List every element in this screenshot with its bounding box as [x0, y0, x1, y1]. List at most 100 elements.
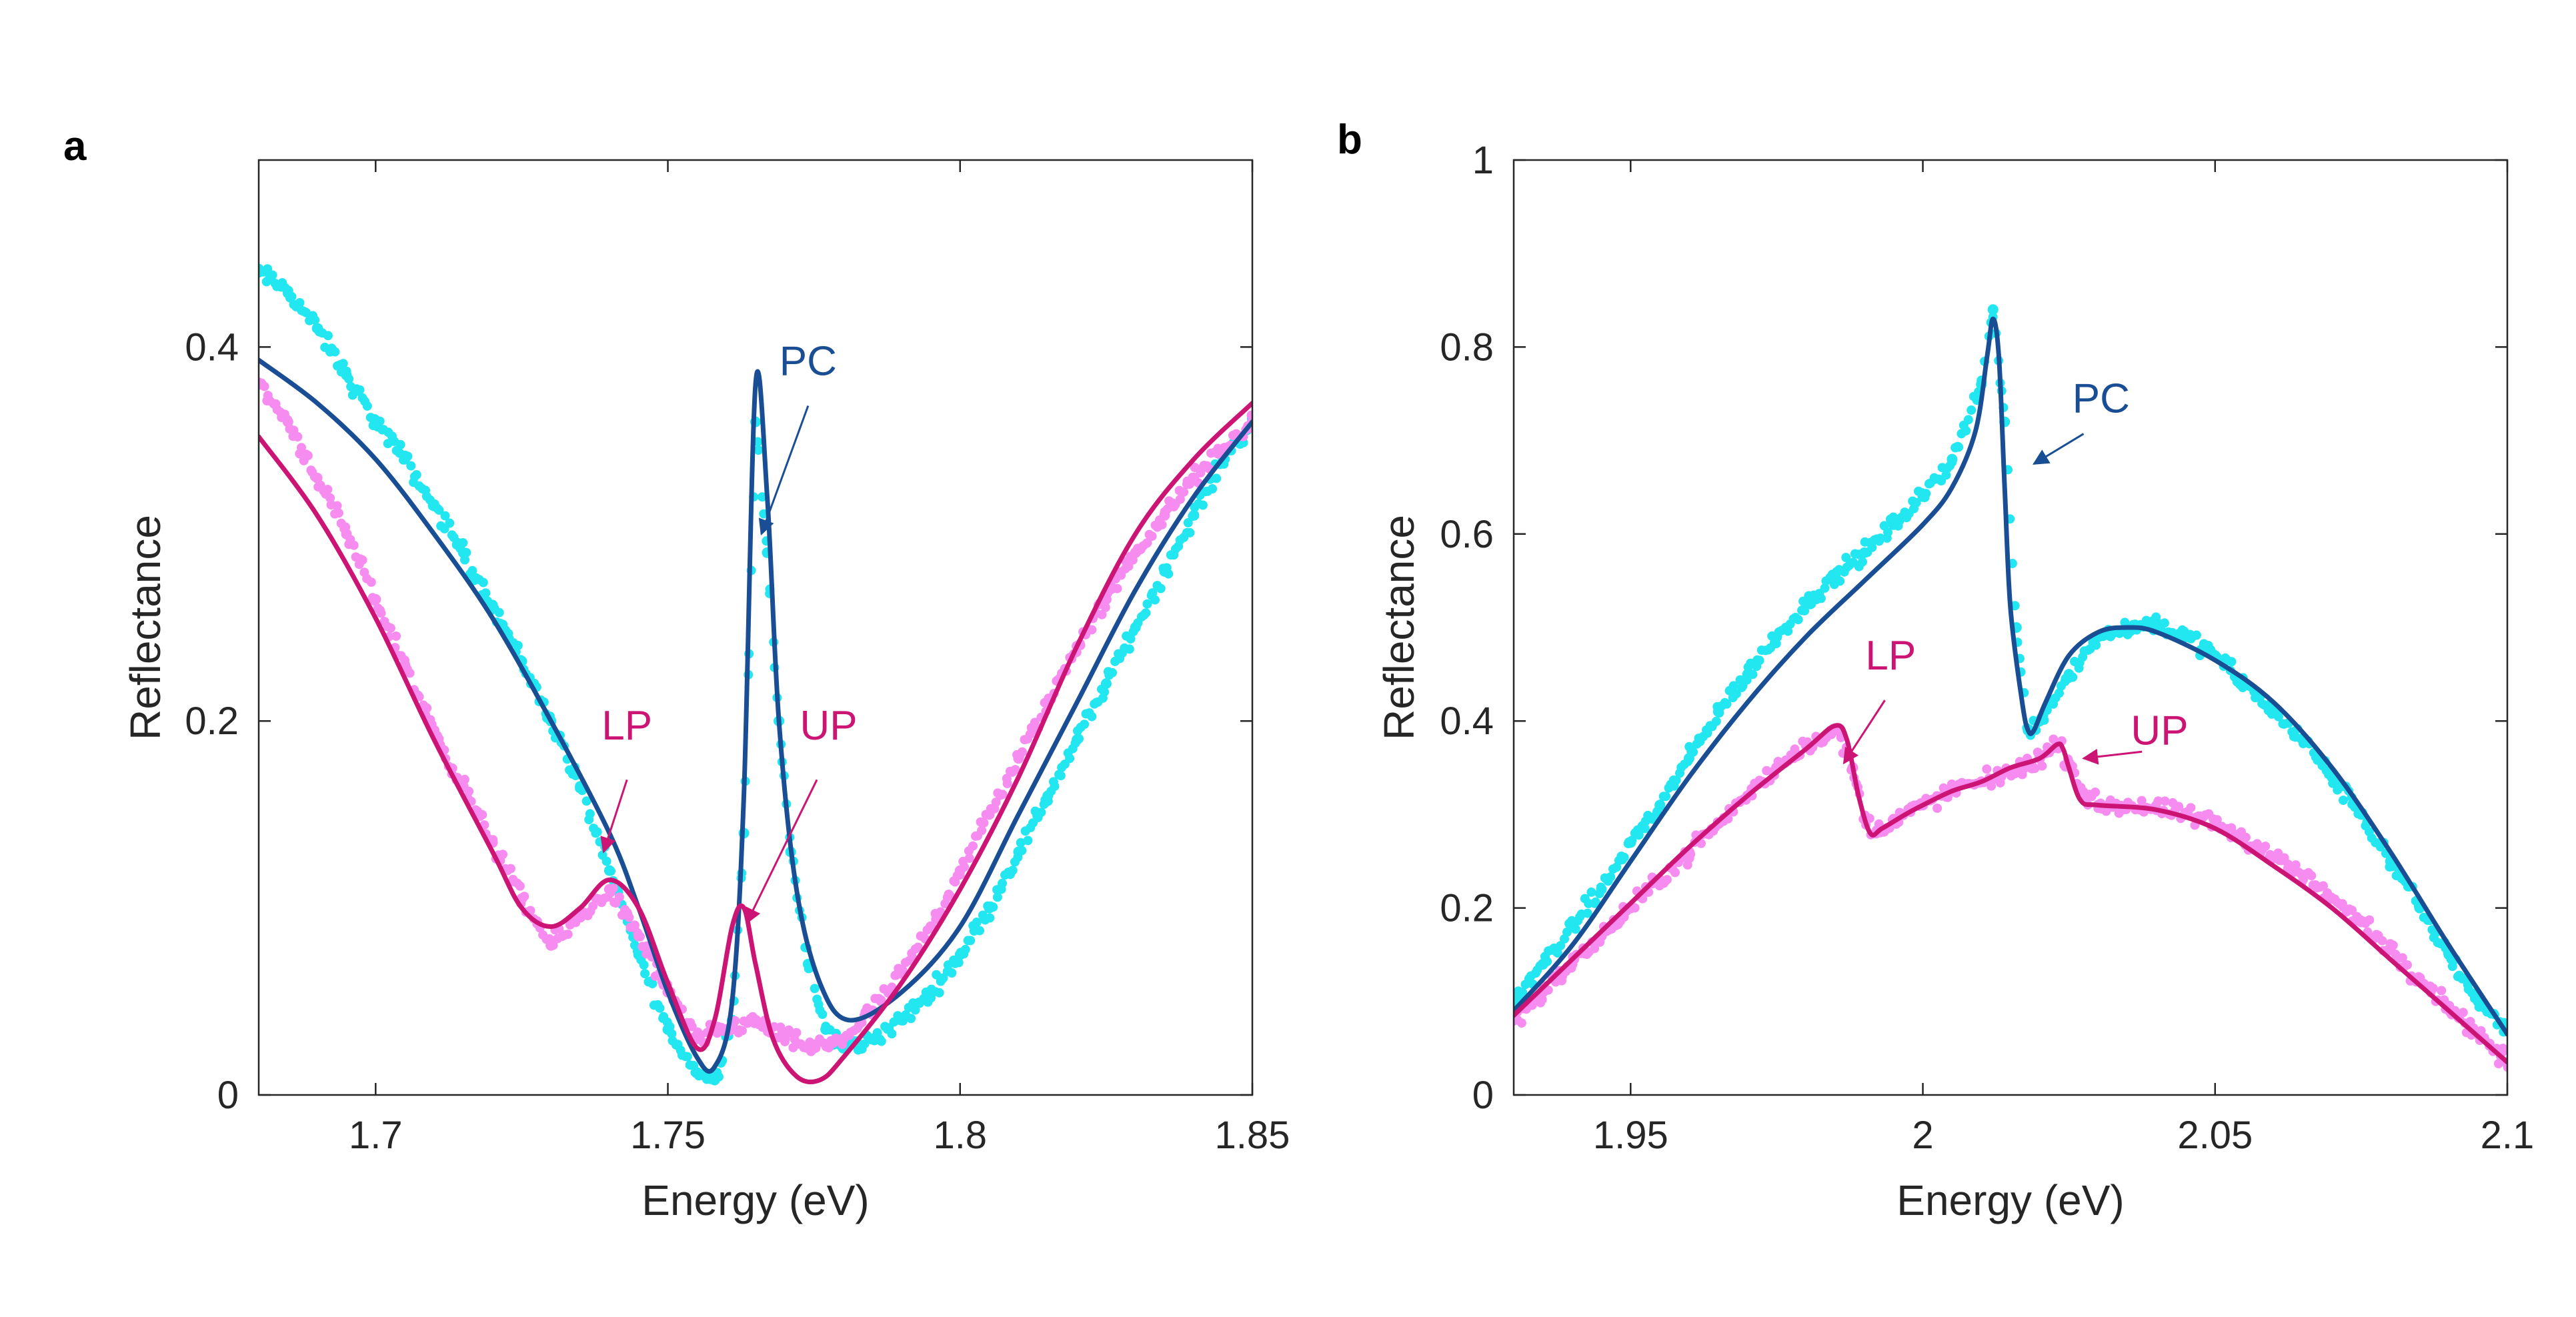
data-point — [1722, 699, 1732, 709]
y-tick-label: 0 — [1472, 1074, 1494, 1117]
data-point — [1141, 608, 1151, 618]
data-point — [1065, 754, 1075, 764]
data-point — [925, 921, 936, 932]
data-point — [297, 443, 306, 453]
data-point — [457, 547, 469, 558]
data-point — [1179, 487, 1189, 497]
data-point — [876, 1036, 886, 1046]
data-point — [1590, 897, 1600, 907]
data-point — [1518, 988, 1528, 998]
panel-b-x-axis-label: Energy (eV) — [1896, 1176, 2124, 1224]
annotation-pc-label: PC — [780, 338, 837, 384]
data-point — [1625, 837, 1636, 848]
data-point — [925, 986, 936, 998]
data-point — [259, 379, 264, 390]
data-point — [1875, 533, 1885, 543]
data-point — [1514, 1014, 1519, 1026]
data-point — [477, 810, 487, 820]
data-point — [810, 984, 820, 994]
data-point — [2307, 871, 2317, 881]
data-point — [750, 1014, 761, 1026]
annotation-up-arrow — [2082, 748, 2143, 765]
data-point — [513, 641, 523, 650]
data-point — [1100, 602, 1110, 612]
data-point — [2191, 630, 2201, 640]
data-point — [2355, 916, 2367, 928]
data-point — [603, 884, 615, 895]
data-point — [1640, 824, 1650, 834]
x-tick-label: 2 — [1912, 1114, 1933, 1157]
data-point — [1858, 557, 1867, 567]
data-point — [860, 1039, 870, 1049]
data-point — [1198, 500, 1208, 510]
data-point — [310, 315, 320, 325]
data-point — [2297, 870, 2309, 881]
data-point — [1087, 625, 1097, 635]
data-point — [1590, 944, 1600, 954]
data-point — [838, 1033, 849, 1044]
data-point — [1596, 884, 1607, 895]
data-point — [820, 1024, 832, 1035]
data-point — [338, 359, 348, 369]
data-point — [282, 416, 293, 427]
data-point — [323, 331, 333, 341]
y-tick-label: 0.8 — [1440, 325, 1494, 369]
panel-a-annotations: PC LP UP — [600, 338, 858, 925]
data-point — [2437, 986, 2447, 996]
data-point — [311, 472, 323, 483]
data-point — [1883, 527, 1892, 537]
data-point — [259, 267, 264, 278]
data-point — [1820, 583, 1830, 593]
data-point — [332, 501, 342, 511]
annotation-pc-arrow — [758, 405, 810, 536]
data-point — [1147, 531, 1157, 541]
data-point — [2227, 657, 2237, 667]
data-point — [1126, 634, 1136, 643]
data-point — [498, 850, 507, 860]
data-point — [2054, 688, 2064, 698]
data-point — [1933, 804, 1943, 813]
data-point — [738, 1026, 747, 1036]
data-point — [1731, 689, 1741, 699]
data-point — [2327, 893, 2338, 904]
data-point — [1917, 491, 1928, 502]
data-point — [1858, 547, 1870, 558]
data-point — [1961, 426, 1971, 435]
annotation-pc-arrow — [2033, 433, 2085, 465]
data-point — [2081, 790, 2092, 802]
annotation-up-arrow — [746, 779, 818, 925]
data-point — [1150, 595, 1160, 605]
panel-b-plot-area — [1514, 304, 2507, 1072]
data-point — [784, 1025, 794, 1035]
data-point — [487, 599, 498, 611]
data-point — [385, 623, 395, 633]
data-point — [682, 1052, 692, 1062]
data-point — [984, 902, 995, 914]
x-tick-label: 1.85 — [1215, 1114, 1290, 1157]
data-point — [2473, 996, 2484, 1007]
y-tick-label: 0.6 — [1440, 513, 1494, 556]
data-point — [1888, 519, 1899, 530]
data-point — [478, 577, 488, 587]
data-point — [947, 968, 957, 978]
data-point — [1556, 941, 1566, 951]
data-point — [1754, 655, 1764, 666]
x-tick-label: 1.75 — [630, 1114, 706, 1157]
data-point — [979, 818, 989, 828]
data-point — [391, 631, 401, 641]
data-point — [992, 892, 1002, 902]
data-point — [1023, 836, 1033, 846]
data-point — [405, 668, 415, 678]
annotation-up-label: UP — [800, 703, 857, 749]
panel-a-polariton-fit-line — [259, 401, 1252, 1085]
data-point — [2174, 802, 2184, 812]
data-point — [954, 949, 966, 960]
data-point — [2091, 640, 2101, 650]
data-point — [325, 493, 335, 503]
y-tick-label: 0.4 — [185, 325, 239, 369]
panel-a-ticks: 1.7 1.75 1.8 1.85 0 0.2 0.4 — [185, 160, 1290, 1157]
data-point — [1728, 681, 1738, 691]
data-point — [376, 608, 386, 618]
data-point — [1742, 669, 1753, 680]
data-point — [1175, 494, 1185, 504]
